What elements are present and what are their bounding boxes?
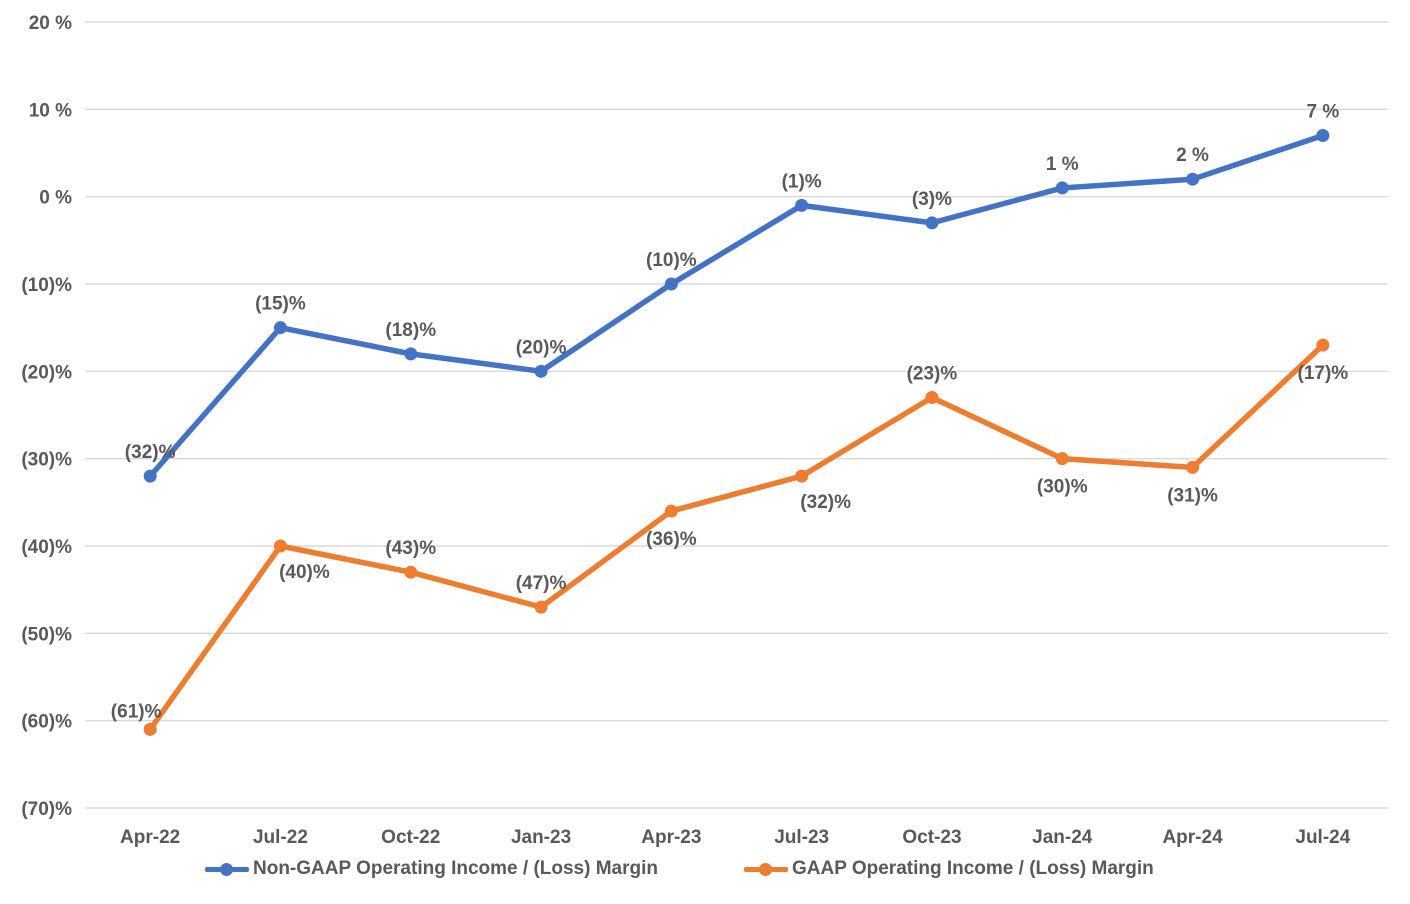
y-axis-tick-label: 0 % xyxy=(39,188,72,209)
y-axis-tick-label: (40)% xyxy=(21,537,72,558)
y-axis-tick-label: 20 % xyxy=(29,13,72,34)
data-point-marker-gaap xyxy=(404,565,418,579)
data-point-label-gaap: (17)% xyxy=(1298,363,1349,384)
data-point-marker-non-gaap xyxy=(925,216,939,230)
legend-item-gaap: GAAP Operating Income / (Loss) Margin xyxy=(744,858,1154,880)
data-point-label-non-gaap: 1 % xyxy=(1046,154,1079,175)
data-point-marker-non-gaap xyxy=(1055,181,1069,195)
data-point-marker-non-gaap xyxy=(143,469,157,483)
data-point-marker-non-gaap xyxy=(404,347,418,361)
data-point-label-non-gaap: 2 % xyxy=(1176,145,1209,166)
data-point-marker-gaap xyxy=(534,600,548,614)
data-point-label-gaap: (61)% xyxy=(111,701,162,722)
data-point-marker-non-gaap xyxy=(534,364,548,378)
data-point-label-non-gaap: (15)% xyxy=(255,294,306,315)
y-axis-tick-label: (20)% xyxy=(21,362,72,383)
gaap-series-marker-icon xyxy=(744,862,789,877)
y-axis-tick-label: (60)% xyxy=(21,712,72,733)
x-axis-label: Jul-23 xyxy=(774,827,829,848)
data-point-marker-gaap xyxy=(1186,460,1200,474)
x-axis-label: Jul-22 xyxy=(253,827,308,848)
data-point-label-non-gaap: (10)% xyxy=(646,250,697,271)
data-point-marker-non-gaap xyxy=(1316,129,1330,143)
data-point-label-gaap: (36)% xyxy=(646,529,697,550)
data-point-marker-gaap xyxy=(925,391,939,405)
legend-label-gaap: GAAP Operating Income / (Loss) Margin xyxy=(792,858,1154,879)
non-gaap-series-marker-icon xyxy=(205,862,249,877)
data-point-label-non-gaap: 7 % xyxy=(1306,102,1339,123)
data-point-marker-gaap xyxy=(143,722,157,736)
data-point-label-gaap: (32)% xyxy=(800,492,851,513)
y-axis-tick-label: (70)% xyxy=(21,799,72,820)
data-point-marker-non-gaap xyxy=(1186,172,1200,186)
data-point-label-gaap: (30)% xyxy=(1037,477,1088,498)
x-axis-label: Jul-24 xyxy=(1295,827,1350,848)
x-axis-label: Oct-22 xyxy=(381,827,440,848)
data-point-marker-gaap xyxy=(1055,452,1069,466)
data-point-label-non-gaap: (20)% xyxy=(516,337,567,358)
data-point-label-gaap: (40)% xyxy=(279,562,330,583)
data-point-label-gaap: (23)% xyxy=(907,364,958,385)
x-axis-label: Apr-24 xyxy=(1162,827,1223,848)
legend-label-non-gaap: Non-GAAP Operating Income / (Loss) Margi… xyxy=(253,858,659,879)
data-point-label-non-gaap: (18)% xyxy=(385,320,436,341)
data-point-label-non-gaap: (1)% xyxy=(782,171,822,192)
y-axis-tick-label: (10)% xyxy=(21,275,72,296)
data-point-marker-gaap xyxy=(1316,338,1330,352)
data-point-marker-gaap xyxy=(664,504,678,518)
x-axis-label: Jan-23 xyxy=(511,827,571,848)
x-axis-label: Apr-22 xyxy=(120,827,180,848)
data-point-label-non-gaap: (3)% xyxy=(912,189,952,210)
x-axis-label: Oct-23 xyxy=(902,827,961,848)
y-axis-tick-label: (50)% xyxy=(21,624,72,645)
x-axis-label: Apr-23 xyxy=(641,827,701,848)
legend: Non-GAAP Operating Income / (Loss) Margi… xyxy=(205,858,1154,880)
data-point-marker-non-gaap xyxy=(273,321,287,335)
data-point-marker-gaap xyxy=(273,539,287,553)
legend-item-non-gaap: Non-GAAP Operating Income / (Loss) Margi… xyxy=(205,858,658,880)
data-point-marker-non-gaap xyxy=(664,277,678,291)
data-point-marker-non-gaap xyxy=(795,198,809,212)
series-line-gaap xyxy=(147,342,1326,733)
series-line-non-gaap xyxy=(147,132,1326,479)
data-point-label-gaap: (43)% xyxy=(385,538,436,559)
data-point-label-gaap: (31)% xyxy=(1167,485,1218,506)
data-point-marker-gaap xyxy=(795,469,809,483)
data-point-label-non-gaap: (32)% xyxy=(125,442,176,463)
y-axis-tick-label: 10 % xyxy=(29,100,72,121)
y-axis-tick-label: (30)% xyxy=(21,450,72,471)
data-point-label-gaap: (47)% xyxy=(516,573,567,594)
x-axis-label: Jan-24 xyxy=(1032,827,1093,848)
